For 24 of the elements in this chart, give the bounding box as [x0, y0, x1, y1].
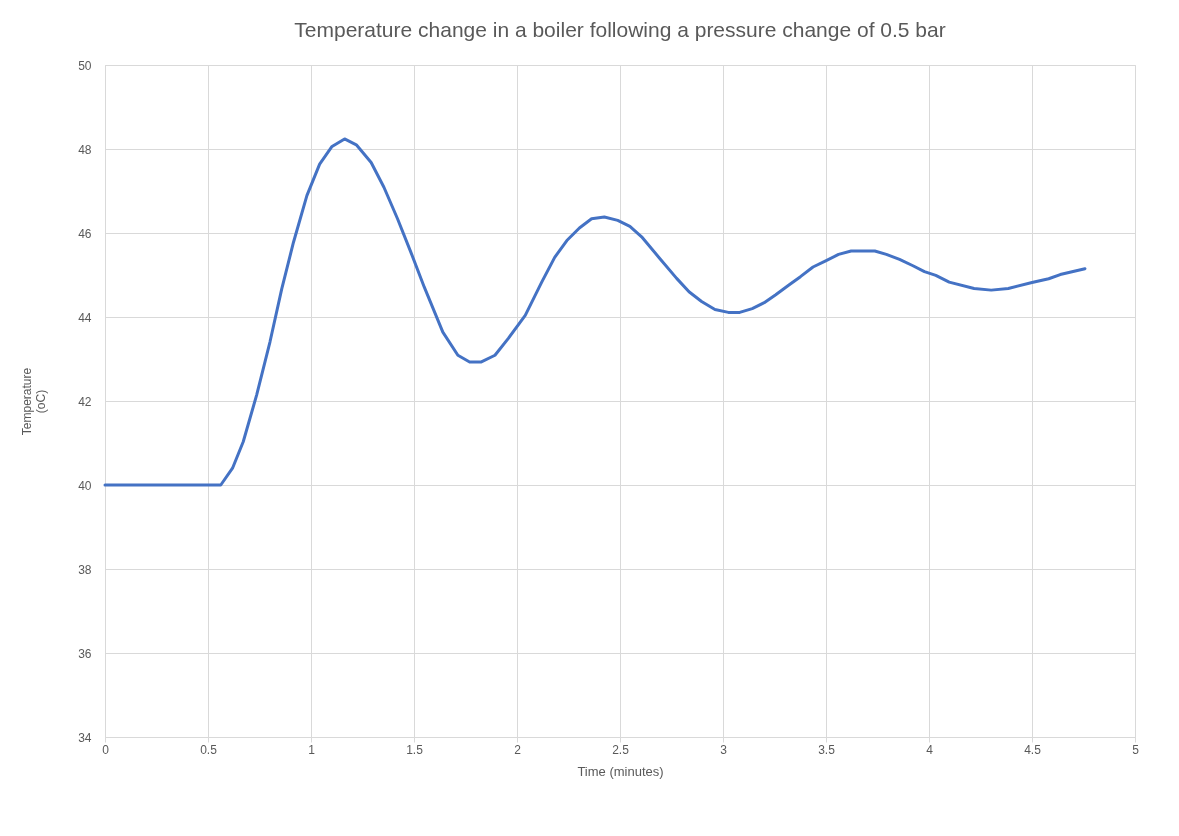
y-tick-label: 36	[78, 646, 92, 661]
y-tick-label: 42	[78, 394, 92, 409]
y-tick-label: 34	[78, 730, 92, 745]
y-tick-label: 38	[78, 562, 92, 577]
x-tick-label: 4	[926, 742, 934, 757]
x-axis-title: Time (minutes)	[577, 763, 664, 779]
x-tick-label: 2	[514, 742, 522, 757]
y-tick-label: 48	[78, 142, 92, 157]
y-axis-title: Temperature (oC)	[20, 367, 49, 436]
x-tick-label: 0.5	[200, 742, 218, 757]
x-tick-label: 1	[308, 742, 316, 757]
y-tick-label: 46	[78, 226, 92, 241]
y-tick-label: 44	[78, 310, 92, 325]
x-tick-label: 1.5	[406, 742, 424, 757]
x-tick-label: 3	[720, 742, 728, 757]
x-tick-label: 2.5	[612, 742, 630, 757]
x-tick-label: 5	[1132, 742, 1140, 757]
y-tick-label: 50	[78, 58, 92, 73]
x-tick-label: 4.5	[1024, 742, 1042, 757]
line-series	[103, 137, 1087, 487]
x-tick-label: 3.5	[818, 742, 836, 757]
x-tick-label: 0	[102, 742, 110, 757]
chart-title: Temperature change in a boiler following a pressure change of 0.5 bar	[294, 18, 946, 41]
y-tick-label: 40	[78, 478, 92, 493]
